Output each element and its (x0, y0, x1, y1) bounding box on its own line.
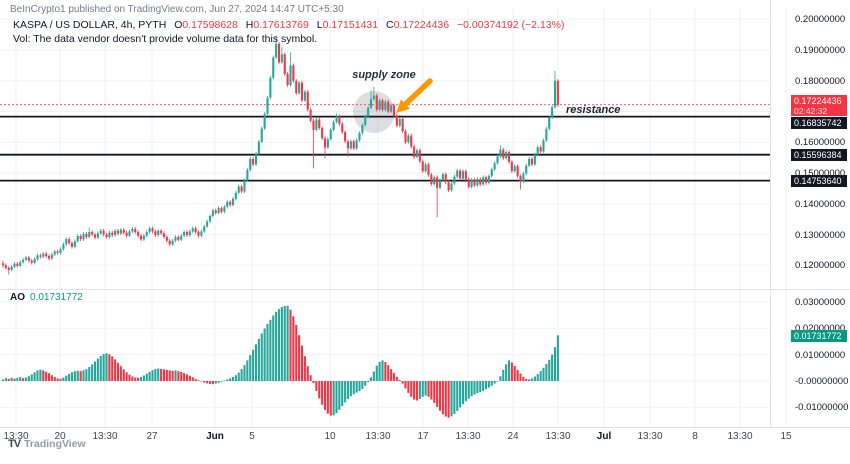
price-tick-label: 0.12000000 (795, 260, 846, 271)
ao-histogram (1, 305, 559, 418)
time-tick-label: 24 (507, 431, 519, 442)
ao-tick-label: -0.01000000 (795, 402, 849, 413)
volume-unavailable-note: Vol: The data vendor doesn't provide vol… (13, 33, 318, 45)
time-tick-label: 13:30 (365, 431, 391, 442)
price-tick-label: 0.20000000 (795, 14, 846, 25)
time-tick-label: 13:30 (727, 431, 753, 442)
price-axis-border (770, 0, 771, 427)
resistance-annotation[interactable]: resistance (566, 104, 621, 116)
ao-value-badge: 0.01731772 (791, 330, 847, 342)
ao-tick-label: 0.01000000 (795, 350, 846, 361)
last-price-value: 0.17224436 (794, 96, 842, 106)
grid (0, 8, 787, 427)
change-value: −0.00374192 (−2.13%) (457, 19, 565, 31)
supply-zone-arrow[interactable] (396, 78, 433, 113)
time-tick-label: 27 (146, 431, 158, 442)
pane-separator[interactable] (0, 289, 850, 290)
bar-countdown: 02:42:32 (794, 106, 828, 116)
tradingview-logo-text: TradingView (24, 438, 86, 450)
price-tick-label: 0.19000000 (795, 45, 846, 56)
level-price-badge: 0.16835742 (791, 117, 847, 129)
time-tick-label: 5 (249, 431, 255, 442)
ao-tick-label: -0.00000000 (795, 376, 849, 387)
symbol-title[interactable]: KASPA / US DOLLAR, 4h, PYTH (13, 19, 167, 31)
tradingview-logo-icon: TV (8, 438, 21, 450)
ao-tick-label: 0.03000000 (795, 297, 846, 308)
ao-indicator-value: 0.01731772 (30, 292, 83, 303)
time-tick-label: 17 (417, 431, 429, 442)
tradingview-logo[interactable]: TV TradingView (8, 438, 86, 450)
level-price-badge: 0.15596384 (791, 149, 847, 161)
last-price-badge: 0.17224436 02:42:32 (791, 95, 847, 116)
level-price-badge: 0.14753640 (791, 175, 847, 187)
time-tick-label: 13:30 (455, 431, 481, 442)
time-tick-label: 13:30 (92, 431, 118, 442)
time-axis-border (0, 427, 850, 428)
symbol-legend[interactable]: KASPA / US DOLLAR, 4h, PYTH O0.17598628 … (13, 19, 564, 31)
time-tick-label: 10 (324, 431, 336, 442)
time-tick-label: 13:30 (3, 431, 29, 442)
publish-attribution: BeInCrypto1 published on TradingView.com… (10, 4, 344, 15)
price-tick-label: 0.13000000 (795, 230, 846, 241)
price-tick-label: 0.18000000 (795, 76, 846, 87)
ao-tick-label: 0.02000000 (795, 323, 846, 334)
time-tick-label: Jun (206, 431, 224, 442)
ao-indicator-name[interactable]: AO (10, 292, 25, 303)
time-tick-label: 15 (780, 431, 792, 442)
price-tick-label: 0.14000000 (795, 199, 846, 210)
ao-indicator-legend[interactable]: AO 0.01731772 (10, 292, 83, 303)
level-lines[interactable] (0, 115, 770, 182)
time-tick-label: 13:30 (545, 431, 571, 442)
ohlc-low: L0.17151431 (316, 19, 379, 31)
time-tick-label: 20 (54, 431, 66, 442)
ohlc-high: H0.17613769 (245, 19, 309, 31)
time-tick-label: 8 (692, 431, 698, 442)
price-tick-label: 0.15000000 (795, 168, 846, 179)
candlestick-series (1, 35, 559, 275)
time-tick-label: 13:30 (637, 431, 663, 442)
supply-zone-circle[interactable] (353, 91, 395, 133)
time-tick-label: Jul (596, 431, 612, 442)
price-tick-label: 0.16000000 (795, 137, 846, 148)
supply-zone-annotation[interactable]: supply zone (352, 69, 416, 81)
ohlc-open: O0.17598628 (174, 19, 238, 31)
ohlc-close: C0.17224436 (386, 19, 450, 31)
